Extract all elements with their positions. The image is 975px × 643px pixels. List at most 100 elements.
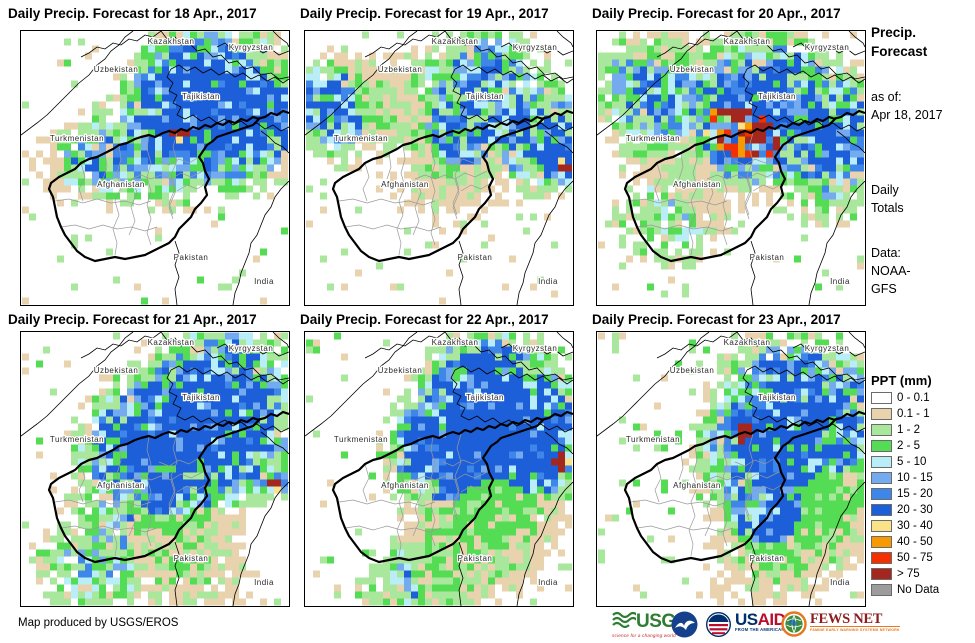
- legend: 0 - 0.1 0.1 - 1 1 - 2 2 - 5 5 - 10 10 - 15 15 …: [871, 390, 939, 598]
- svg-text:Pakistan: Pakistan: [458, 554, 493, 563]
- sidebar-title: Precip. Forecast: [871, 23, 927, 61]
- svg-text:Uzbekistan: Uzbekistan: [670, 65, 715, 74]
- legend-item-label: 10 - 15: [897, 472, 933, 484]
- legend-item: 5 - 10: [871, 454, 939, 470]
- svg-text:Kyrgyzstan: Kyrgyzstan: [805, 43, 850, 52]
- svg-text:India: India: [830, 277, 850, 286]
- forecast-map-23apr: Kazakhstan Kyrgyzstan Uzbekistan Tajikistan…: [596, 331, 866, 607]
- data-label: Data:: [871, 246, 901, 260]
- legend-swatch: [871, 520, 892, 532]
- svg-text:India: India: [254, 578, 274, 587]
- sidebar-totals: Daily Totals: [871, 181, 904, 217]
- legend-swatch: [871, 504, 892, 516]
- legend-item-label: 1 - 2: [897, 424, 921, 436]
- fewsnet-globe-icon: [781, 611, 807, 641]
- legend-item: No Data: [871, 582, 939, 598]
- svg-text:Tajikistan: Tajikistan: [182, 393, 220, 402]
- legend-swatch: [871, 440, 892, 452]
- usaid-tagline: FROM THE AMERICAN PEOPLE: [735, 627, 805, 632]
- forecast-map-20apr: Kazakhstan Kyrgyzstan Uzbekistan Tajikistan…: [596, 30, 866, 306]
- usaid-logo: USAID FROM THE AMERICAN PEOPLE: [735, 610, 805, 632]
- legend-item: > 75: [871, 566, 939, 582]
- svg-text:Kazakhstan: Kazakhstan: [432, 338, 479, 347]
- legend-item-label: 0.1 - 1: [897, 408, 930, 420]
- legend-item: 20 - 30: [871, 502, 939, 518]
- legend-item-label: > 75: [897, 568, 920, 580]
- svg-text:Afghanistan: Afghanistan: [97, 180, 145, 189]
- sidebar-title-line2: Forecast: [871, 44, 928, 59]
- svg-text:Turkmenistan: Turkmenistan: [50, 134, 104, 143]
- sidebar-title-line1: Precip.: [871, 25, 917, 40]
- svg-text:India: India: [538, 277, 558, 286]
- svg-text:Turkmenistan: Turkmenistan: [334, 134, 388, 143]
- legend-swatch: [871, 584, 892, 596]
- asof-date: Apr 18, 2017: [871, 108, 943, 122]
- panel-title-22apr: Daily Precip. Forecast for 22 Apr., 2017: [300, 312, 549, 327]
- totals-line2: Totals: [871, 201, 904, 215]
- legend-item-label: 15 - 20: [897, 488, 933, 500]
- legend-item: 40 - 50: [871, 534, 939, 550]
- noaa-logo: [671, 611, 698, 643]
- legend-item-label: 50 - 75: [897, 552, 933, 564]
- svg-text:Tajikistan: Tajikistan: [466, 393, 504, 402]
- data-line1: NOAA-: [871, 264, 911, 278]
- legend-swatch: [871, 472, 892, 484]
- legend-item: 50 - 75: [871, 550, 939, 566]
- svg-text:India: India: [254, 277, 274, 286]
- svg-text:Kyrgyzstan: Kyrgyzstan: [229, 344, 274, 353]
- usgs-tagline: science for a changing world: [612, 633, 676, 638]
- svg-text:Tajikistan: Tajikistan: [758, 92, 796, 101]
- noaa-icon: [671, 611, 698, 642]
- legend-item-label: 0 - 0.1: [897, 392, 930, 404]
- asof-label: as of:: [871, 90, 902, 104]
- svg-text:Tajikistan: Tajikistan: [466, 92, 504, 101]
- legend-swatch: [871, 552, 892, 564]
- legend-item-label: No Data: [897, 584, 940, 596]
- map-credit: Map produced by USGS/EROS: [18, 617, 179, 629]
- sidebar-asof: as of: Apr 18, 2017: [871, 88, 943, 124]
- svg-text:Uzbekistan: Uzbekistan: [378, 366, 423, 375]
- fewsnet-wordmark: FEWS NET: [810, 611, 883, 627]
- svg-text:Uzbekistan: Uzbekistan: [378, 65, 423, 74]
- forecast-map-19apr: Kazakhstan Kyrgyzstan Uzbekistan Tajikistan…: [304, 30, 574, 306]
- legend-swatch: [871, 408, 892, 420]
- svg-text:Kazakhstan: Kazakhstan: [148, 37, 195, 46]
- svg-text:Kyrgyzstan: Kyrgyzstan: [513, 43, 558, 52]
- svg-text:Kazakhstan: Kazakhstan: [432, 37, 479, 46]
- legend-item: 10 - 15: [871, 470, 939, 486]
- data-line2: GFS: [871, 282, 897, 296]
- legend-swatch: [871, 536, 892, 548]
- svg-text:Tajikistan: Tajikistan: [182, 92, 220, 101]
- svg-text:Afghanistan: Afghanistan: [673, 180, 721, 189]
- legend-item-label: 30 - 40: [897, 520, 933, 532]
- forecast-map-18apr: Kazakhstan Kyrgyzstan Uzbekistan Tajikistan…: [20, 30, 290, 306]
- legend-item: 0 - 0.1: [871, 390, 939, 406]
- legend-swatch: [871, 424, 892, 436]
- panel-title-23apr: Daily Precip. Forecast for 23 Apr., 2017: [592, 312, 841, 327]
- svg-text:Uzbekistan: Uzbekistan: [94, 65, 139, 74]
- totals-line1: Daily: [871, 183, 899, 197]
- usaid-wordmark: USAID: [735, 610, 786, 629]
- svg-text:Pakistan: Pakistan: [174, 253, 209, 262]
- usaid-seal-icon: [705, 611, 732, 641]
- svg-text:Afghanistan: Afghanistan: [381, 481, 429, 490]
- legend-item-label: 5 - 10: [897, 456, 927, 468]
- legend-title: PPT (mm): [871, 373, 932, 388]
- panel-title-18apr: Daily Precip. Forecast for 18 Apr., 2017: [8, 6, 257, 21]
- usgs-wave-icon: [612, 610, 638, 633]
- svg-text:Turkmenistan: Turkmenistan: [334, 435, 388, 444]
- fewsnet-logo: FEWS NET FAMINE EARLY WARNING SYSTEMS NE…: [810, 611, 900, 632]
- forecast-map-21apr: Kazakhstan Kyrgyzstan Uzbekistan Tajikistan…: [20, 331, 290, 607]
- legend-swatch: [871, 456, 892, 468]
- legend-item-label: 20 - 30: [897, 504, 933, 516]
- panel-title-19apr: Daily Precip. Forecast for 19 Apr., 2017: [300, 6, 549, 21]
- panel-title-21apr: Daily Precip. Forecast for 21 Apr., 2017: [8, 312, 257, 327]
- svg-text:Pakistan: Pakistan: [174, 554, 209, 563]
- fewsnet-emblem: [781, 611, 807, 642]
- svg-text:Kyrgyzstan: Kyrgyzstan: [229, 43, 274, 52]
- sidebar-datasource: Data: NOAA- GFS: [871, 244, 911, 298]
- legend-item: 0.1 - 1: [871, 406, 939, 422]
- svg-text:Turkmenistan: Turkmenistan: [50, 435, 104, 444]
- usaid-emblem: [705, 611, 732, 642]
- fewsnet-tagline: FAMINE EARLY WARNING SYSTEMS NETWORK: [810, 626, 900, 632]
